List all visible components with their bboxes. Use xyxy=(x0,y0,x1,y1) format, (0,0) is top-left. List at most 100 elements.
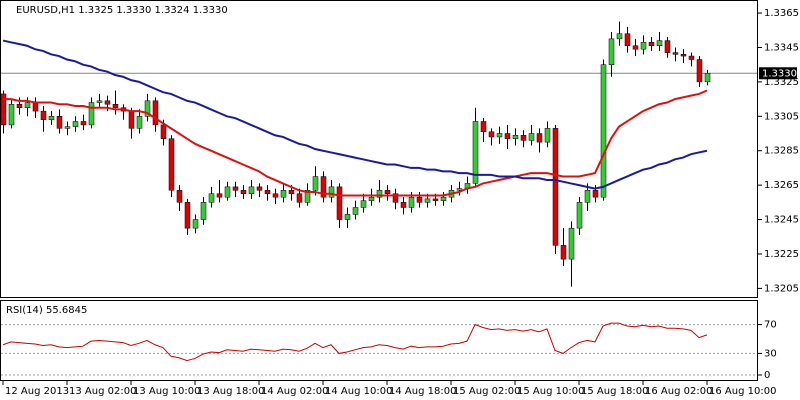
candle-body xyxy=(304,190,311,203)
candle-body xyxy=(112,104,119,108)
candle-body xyxy=(208,193,215,203)
rsi-title: RSI(14) 55.6845 xyxy=(6,305,87,316)
candle-body xyxy=(432,198,439,201)
y-tick-label: 1.3265 xyxy=(764,180,799,191)
candle-body xyxy=(688,55,695,60)
candle-body xyxy=(592,190,599,198)
candle-body xyxy=(440,196,447,201)
candle-body xyxy=(640,42,647,50)
candle-body xyxy=(136,116,143,129)
x-tick-label: 13 Aug 02:00 xyxy=(69,386,136,397)
current-price-label: 1.3330 xyxy=(762,68,797,79)
candle-body xyxy=(168,138,175,191)
candle-body xyxy=(184,202,191,229)
candle-body xyxy=(192,219,199,229)
candle-body xyxy=(296,193,303,203)
candle-body xyxy=(520,134,527,141)
candle-body xyxy=(504,133,511,139)
candle-body xyxy=(624,33,631,46)
candle-body xyxy=(648,42,655,46)
candle-body xyxy=(384,190,391,194)
candle-body xyxy=(216,193,223,198)
y-tick-label: 1.3285 xyxy=(764,146,799,157)
candle-body xyxy=(80,121,87,126)
candle-body xyxy=(160,124,167,139)
indicator-line xyxy=(3,89,708,197)
candle-body xyxy=(608,38,615,65)
candle-body xyxy=(328,186,335,198)
candle-body xyxy=(672,52,679,55)
candle-body xyxy=(288,190,295,194)
y-tick-label: 1.3365 xyxy=(764,8,799,19)
candle-body xyxy=(256,186,263,191)
candle-body xyxy=(272,193,279,198)
x-tick-label: 14 Aug 18:00 xyxy=(389,386,456,397)
y-tick-label: 1.3325 xyxy=(764,77,799,88)
x-tick-label: 14 Aug 10:00 xyxy=(325,386,392,397)
y-tick-label: 1.3225 xyxy=(764,249,799,260)
candle-body xyxy=(632,45,639,50)
candle-body xyxy=(232,186,239,191)
candle-body xyxy=(376,190,383,198)
candle-body xyxy=(368,196,375,201)
candle-body xyxy=(480,121,487,133)
candle-body xyxy=(616,33,623,40)
candle-body xyxy=(352,207,359,215)
candle-body xyxy=(488,131,495,138)
candle-body xyxy=(320,176,327,198)
candle-body xyxy=(392,193,399,203)
candle-body xyxy=(600,64,607,198)
chart-title: EURUSD,H1 1.3325 1.3330 1.3324 1.3330 xyxy=(16,5,228,16)
candle-body xyxy=(704,73,711,83)
main-frame xyxy=(0,0,758,298)
candle-body xyxy=(680,54,687,57)
candle-body xyxy=(568,227,575,260)
candle-body xyxy=(104,100,111,105)
candle-body xyxy=(560,245,567,260)
candle-body xyxy=(264,190,271,194)
candle-body xyxy=(360,200,367,208)
candle-body xyxy=(528,133,535,141)
rsi-frame xyxy=(0,300,758,381)
candle-body xyxy=(144,100,151,117)
x-tick-label: 15 Aug 10:00 xyxy=(517,386,584,397)
candle-body xyxy=(416,196,423,203)
y-tick-label: 0 xyxy=(764,370,770,381)
candle-body xyxy=(200,202,207,220)
current-price-box xyxy=(759,67,797,80)
candle-body xyxy=(576,202,583,229)
candle-body xyxy=(312,176,319,191)
candle-body xyxy=(40,110,47,120)
candle-body xyxy=(32,102,39,112)
candle-body xyxy=(552,128,559,246)
candle-body xyxy=(544,128,551,143)
candle-body xyxy=(512,134,519,139)
indicator-line xyxy=(2,39,708,190)
candle-body xyxy=(336,186,343,220)
candle-body xyxy=(408,196,415,208)
x-tick-label: 16 Aug 02:00 xyxy=(645,386,712,397)
candle-body xyxy=(16,104,23,108)
candle-body xyxy=(176,190,183,203)
candle-body xyxy=(696,59,703,83)
candle-body xyxy=(280,190,287,198)
x-tick-label: 14 Aug 02:00 xyxy=(261,386,328,397)
candle-body xyxy=(152,100,159,126)
candle-body xyxy=(96,100,103,103)
candle-body xyxy=(8,104,15,126)
candle-body xyxy=(344,214,351,220)
candle-body xyxy=(240,190,247,194)
candle-body xyxy=(400,202,407,208)
candle-body xyxy=(64,126,71,129)
x-tick-label: 13 Aug 18:00 xyxy=(197,386,264,397)
y-tick-label: 1.3305 xyxy=(764,111,799,122)
candle-body xyxy=(496,133,503,138)
candle-body xyxy=(24,102,31,108)
x-tick-label: 12 Aug 2013 xyxy=(5,386,69,397)
candle-body xyxy=(472,121,479,184)
candle-body xyxy=(0,93,7,126)
x-tick-label: 13 Aug 10:00 xyxy=(133,386,200,397)
x-tick-label: 15 Aug 18:00 xyxy=(581,386,648,397)
candle-body xyxy=(48,116,55,120)
